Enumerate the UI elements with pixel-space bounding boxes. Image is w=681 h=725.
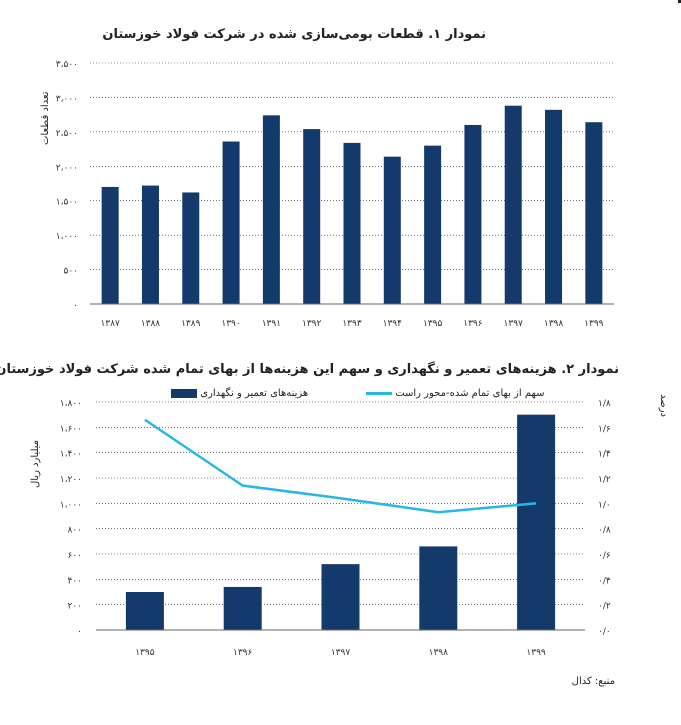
chart1-y-tick-label: ۱،۵۰۰ [56,198,78,208]
chart2-right-tick-label: ۱/۸ [598,399,611,409]
chart1-x-tick-label: ۱۳۹۲ [302,319,322,329]
chart2-bar [517,414,556,630]
chart2-x-tick-label: ۱۳۹۹ [526,648,546,658]
chart2-legend-line: سهم از بهای تمام شده-محور راست [360,388,545,399]
chart2-right-tick-label: ۰/۲ [598,602,611,612]
chart1-bar [222,141,240,304]
chart1-title: نمودار ۱. قطعات بومی‌سازی شده در شرکت فو… [102,27,486,42]
chart1-bar [383,156,401,304]
chart1-x-tick-label: ۱۳۹۴ [383,319,403,329]
chart1-x-tick-label: ۱۳۹۱ [262,319,281,329]
chart2-bar [223,586,262,630]
chart1-bar [504,105,522,304]
chart2-right-tick-label: ۰/۶ [598,551,611,561]
chart1-bar [585,122,603,305]
chart2-left-tick-label: ۶۰۰ [67,551,82,561]
chart1-y-tick-label: ۳،۰۰۰ [56,94,78,104]
chart1-y-tick-label: ۲،۵۰۰ [56,129,78,139]
chart2-title: نمودار ۲. هزینه‌های تعمیر و نگهداری و سه… [0,362,619,377]
chart2-right-tick-label: ۰/۰ [598,627,611,637]
chart2-x-tick-label: ۱۳۹۶ [233,648,253,658]
chart1-x-tick-label: ۱۳۹۳ [342,319,362,329]
chart1-bar [303,129,321,304]
chart1-x-tick-label: ۱۳۹۶ [463,319,483,329]
chart1-bar [464,124,482,304]
chart2-legend-bars: هزینه‌های تعمیر و نگهداری [165,388,308,399]
chart2-share-line [144,418,537,514]
chart2-left-tick-label: ۰ [77,627,82,637]
chart1-x-tick-label: ۱۳۹۹ [584,319,604,329]
chart1-y-tick-label: ۱،۰۰۰ [56,232,78,242]
chart1-x-tick-label: ۱۳۹۰ [221,319,240,329]
chart2-right-axis-title: درصد [657,393,669,418]
chart2-right-tick-label: ۱/۴ [598,450,611,460]
legend-bar-label: هزینه‌های تعمیر و نگهداری [200,388,309,399]
legend-line-swatch [366,391,392,395]
chart1-x-tick-label: ۱۳۸۸ [141,319,161,329]
chart1-x-tick-label: ۱۳۹۵ [423,319,443,329]
chart1-bar [424,145,442,304]
source-note: منبع: کدال [571,676,615,687]
chart2-bar [321,564,360,630]
legend-bar-swatch [171,388,197,398]
chart1-bar [343,142,361,304]
chart2-left-tick-label: ۱،۲۰۰ [60,475,82,485]
chart2-left-tick-label: ۴۰۰ [67,576,82,586]
chart2-right-tick-label: ۱/۶ [598,424,611,434]
chart2-left-tick-label: ۸۰۰ [67,526,82,536]
chart2-x-tick-label: ۱۳۹۷ [331,648,351,658]
chart2-left-tick-label: ۱،۴۰۰ [60,450,82,460]
chart1-y-tick-label: ۲،۰۰۰ [56,163,78,173]
chart1-x-tick-label: ۱۳۸۹ [181,319,201,329]
chart2-bar [419,546,458,630]
chart2-left-axis-title: میلیارد ریال [30,439,41,488]
chart2-bar [125,592,164,630]
chart2-left-tick-label: ۲۰۰ [67,602,82,612]
chart1-bar [141,185,159,304]
chart2-right-tick-label: ۱/۰ [598,500,611,510]
chart2-left-tick-label: ۱،۶۰۰ [60,424,82,434]
corner-mark [678,0,681,3]
chart1-x-tick-label: ۱۳۸۷ [100,319,120,329]
chart1-x-tick-label: ۱۳۹۷ [504,319,524,329]
chart1-x-tick-label: ۱۳۹۸ [544,319,564,329]
chart1-y-tick-label: ۳،۵۰۰ [56,60,78,70]
chart2-right-tick-label: ۰/۴ [598,576,611,586]
chart2-right-tick-label: ۰/۸ [598,526,611,536]
chart1-bar [101,186,119,304]
chart2-left-tick-label: ۱،۰۰۰ [60,500,82,510]
chart1-bar [182,192,200,304]
chart1-y-tick-label: ۰ [73,301,78,311]
chart2-x-tick-label: ۱۳۹۵ [135,648,155,658]
legend-line-label: سهم از بهای تمام شده-محور راست [395,388,545,399]
chart2-left-tick-label: ۱،۸۰۰ [60,399,82,409]
chart2-right-tick-label: ۱/۲ [598,475,611,485]
chart1-y-tick-label: ۵۰۰ [63,267,78,277]
chart1-bar [262,115,280,305]
chart1-bar [545,109,563,304]
chart2-x-tick-label: ۱۳۹۸ [429,648,449,658]
